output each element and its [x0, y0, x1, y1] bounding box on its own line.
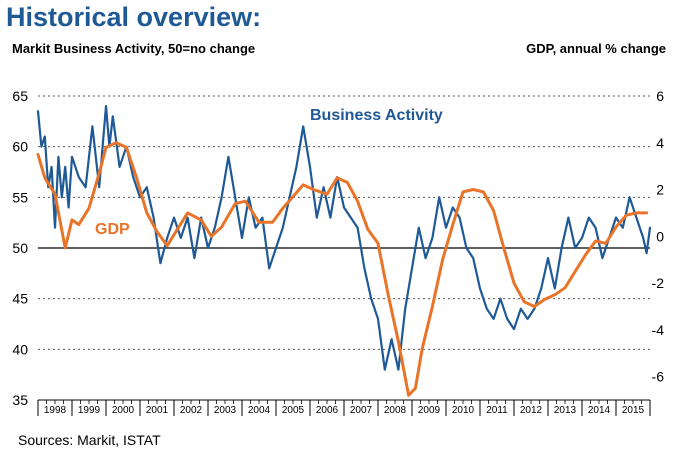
- year-label: 1998: [44, 405, 67, 416]
- right-axis-title: GDP, annual % change: [526, 41, 666, 56]
- left-tick-label: 65: [12, 88, 28, 104]
- right-tick-label: -6: [652, 369, 665, 385]
- year-label: 2006: [316, 405, 339, 416]
- year-label: 2014: [588, 405, 611, 416]
- gdp-line: [36, 141, 649, 397]
- right-tick-label: -2: [652, 275, 665, 291]
- year-label: 1999: [78, 405, 101, 416]
- left-tick-label: 50: [12, 240, 28, 256]
- left-tick-label: 35: [12, 392, 28, 408]
- series-layer: [36, 104, 652, 397]
- gdp-label: GDP: [95, 221, 130, 238]
- year-label: 2010: [452, 405, 475, 416]
- grid-lines: [38, 95, 650, 401]
- business-activity-line: [36, 104, 652, 371]
- year-label: 2007: [350, 405, 373, 416]
- left-axis-ticks: 35 40 45 50 55 60 65: [12, 88, 28, 408]
- year-label: 2004: [248, 405, 271, 416]
- left-tick-label: 55: [12, 189, 28, 205]
- left-tick-label: 40: [12, 341, 28, 357]
- left-tick-label: 45: [12, 291, 28, 307]
- left-tick-label: 60: [12, 139, 28, 155]
- right-axis-ticks: -6 -4 -2 0 2 4 6: [652, 88, 665, 385]
- right-tick-label: -4: [652, 322, 665, 338]
- year-label: 2002: [180, 405, 203, 416]
- year-label: 2011: [486, 405, 508, 416]
- year-label: 2003: [214, 405, 237, 416]
- year-label: 2015: [622, 405, 645, 416]
- x-axis: 1998 1999 2000 2001 2002 2003 2004 2005 2006 2007…: [37, 399, 651, 416]
- right-tick-label: 4: [656, 135, 664, 151]
- year-label: 2000: [112, 405, 135, 416]
- year-label: 2012: [520, 405, 543, 416]
- year-label: 2009: [418, 405, 441, 416]
- year-label: 2013: [554, 405, 577, 416]
- business-activity-label: Business Activity: [310, 107, 443, 124]
- left-axis-title: Markit Business Activity, 50=no change: [12, 41, 256, 56]
- source-note: Sources: Markit, ISTAT: [18, 432, 161, 448]
- right-tick-label: 2: [656, 182, 664, 198]
- year-label: 2001: [146, 405, 169, 416]
- year-label: 2005: [282, 405, 305, 416]
- right-tick-label: 6: [656, 88, 664, 104]
- chart-title: Historical overview:: [6, 2, 262, 32]
- right-tick-label: 0: [656, 228, 664, 244]
- year-label: 2008: [384, 405, 407, 416]
